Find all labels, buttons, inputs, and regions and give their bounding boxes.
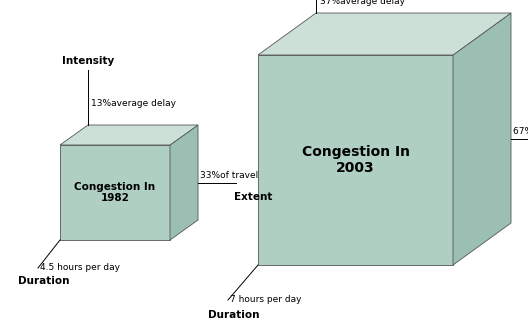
Text: Duration: Duration: [208, 310, 259, 320]
Polygon shape: [60, 125, 198, 145]
Polygon shape: [170, 125, 198, 240]
Polygon shape: [60, 145, 170, 240]
Text: 67%of travel: 67%of travel: [513, 127, 528, 136]
Text: 4.5 hours per day: 4.5 hours per day: [40, 263, 120, 272]
Text: Congestion In
1982: Congestion In 1982: [74, 182, 156, 203]
Polygon shape: [453, 13, 511, 265]
Text: Intensity: Intensity: [62, 56, 114, 66]
Text: 33%of travel: 33%of travel: [200, 170, 258, 179]
Polygon shape: [258, 55, 453, 265]
Text: Extent: Extent: [234, 192, 272, 202]
Text: Duration: Duration: [18, 276, 70, 286]
Text: Congestion In
2003: Congestion In 2003: [301, 145, 410, 175]
Text: 13%average delay: 13%average delay: [91, 98, 176, 108]
Text: 37%average delay: 37%average delay: [320, 0, 405, 6]
Text: 7 hours per day: 7 hours per day: [230, 295, 301, 304]
Polygon shape: [258, 13, 511, 55]
